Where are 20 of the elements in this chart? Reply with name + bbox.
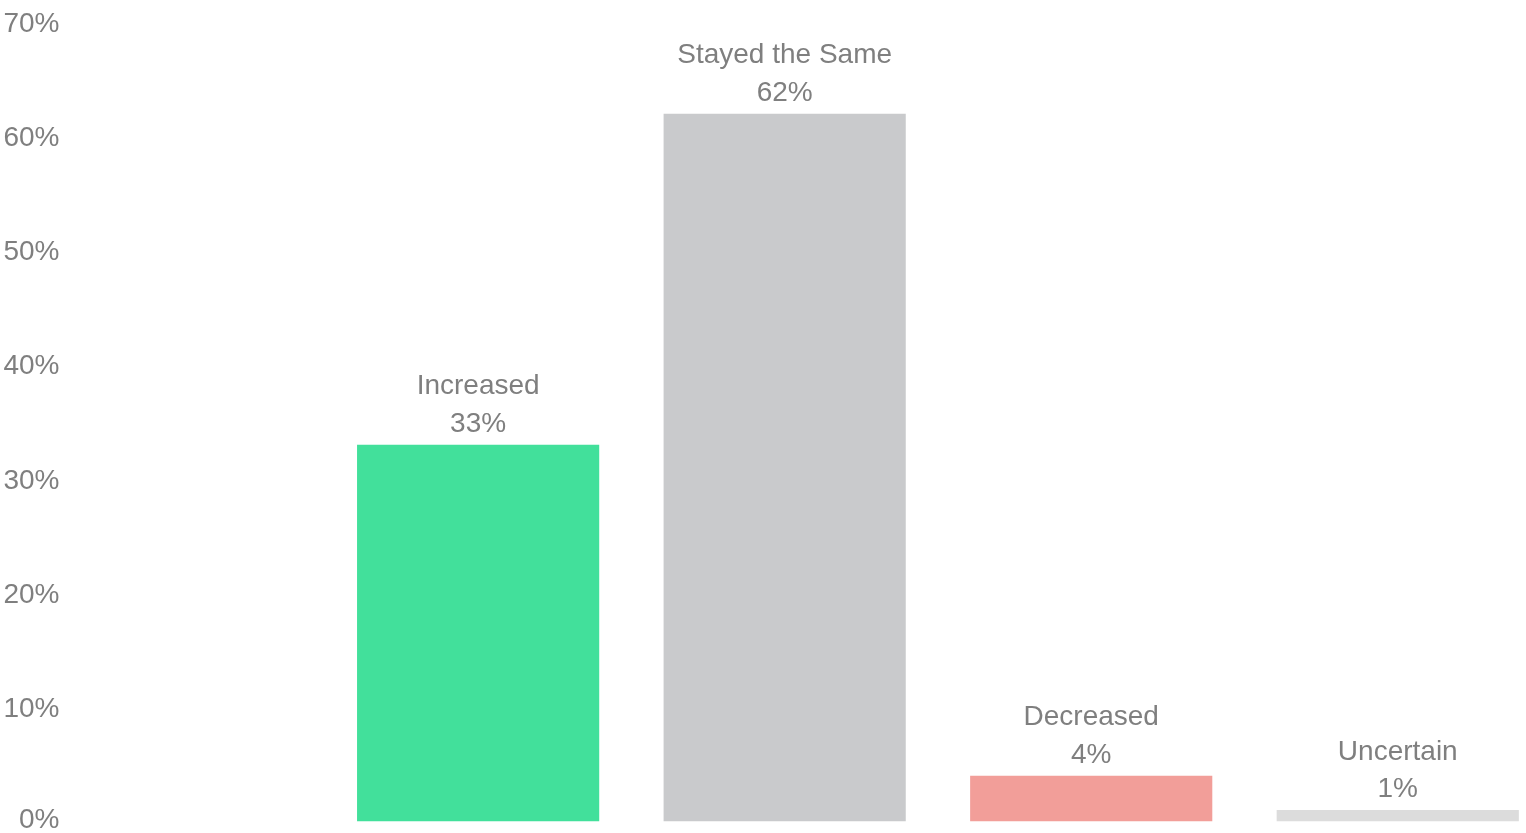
bar	[663, 113, 906, 822]
x-tick-label: Decreased	[1023, 700, 1159, 732]
y-tick-label: 50%	[3, 235, 60, 267]
x-tick-label: Stayed the Same	[677, 38, 893, 70]
y-tick-label: 10%	[3, 691, 60, 723]
data-label: 62%	[756, 75, 813, 107]
y-tick-label: 40%	[3, 349, 60, 381]
bar	[357, 444, 600, 822]
data-label: 1%	[1377, 772, 1418, 804]
data-label: 4%	[1070, 737, 1112, 769]
y-tick-label: 20%	[3, 577, 60, 609]
data-label: 33%	[450, 406, 507, 438]
x-tick-label: Increased	[416, 369, 540, 401]
y-tick-label: 70%	[3, 7, 60, 38]
x-tick-label: Uncertain	[1337, 734, 1458, 766]
y-tick-label: 0%	[19, 802, 60, 833]
y-tick-label: 60%	[3, 121, 60, 153]
bar	[1276, 810, 1519, 822]
y-tick-label: 30%	[3, 463, 60, 495]
bar	[970, 775, 1213, 822]
